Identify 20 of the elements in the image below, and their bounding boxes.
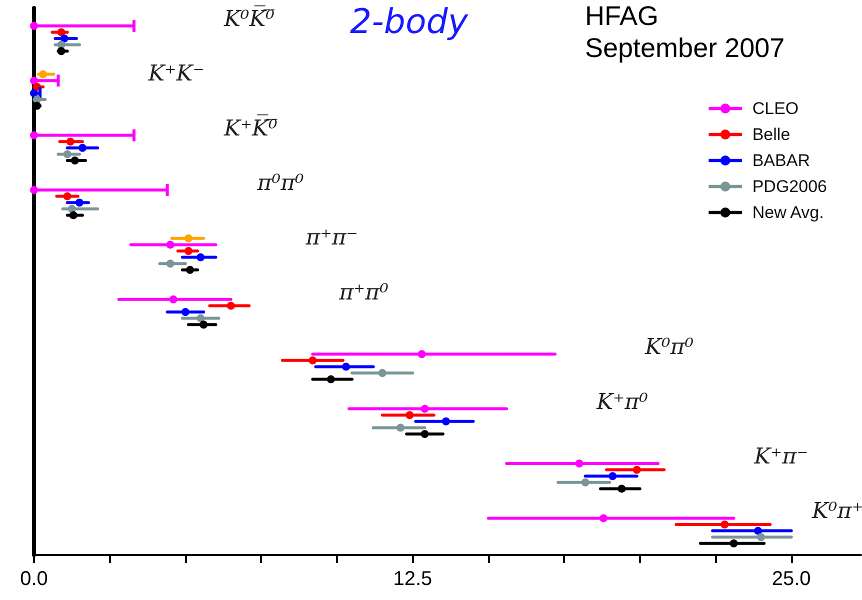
y-tick-label: K⁰π⁰	[644, 335, 694, 360]
y-tick-label: K⁺π⁻	[753, 444, 808, 470]
legend-label: Belle	[752, 125, 790, 144]
x-tick-label: 12.5	[393, 568, 432, 590]
y-tick-label: K⁺π⁰	[596, 390, 648, 415]
annotation: HFAG September 2007	[585, 1, 785, 63]
chart-title: 2-body	[350, 2, 469, 42]
legend-label: CLEO	[752, 99, 799, 118]
y-tick-label: π⁰π⁰	[256, 170, 304, 196]
y-tick-label: K⁺K̅⁰̅	[222, 114, 278, 142]
y-tick-label: K⁰π⁺	[811, 499, 862, 524]
y-tick-label: K⁰K̅⁰̅	[222, 4, 275, 32]
x-tick-label: 0.0	[20, 568, 48, 590]
y-tick-label: π⁺π⁻	[304, 226, 358, 251]
x-tick-label: 25.0	[772, 568, 811, 590]
y-tick-label: K⁺K⁻	[147, 62, 204, 87]
legend-label: BABAR	[752, 151, 810, 170]
legend-label: New Avg.	[752, 203, 824, 222]
legend-label: PDG2006	[752, 177, 828, 196]
y-tick-label: π⁺π⁰	[338, 280, 389, 306]
